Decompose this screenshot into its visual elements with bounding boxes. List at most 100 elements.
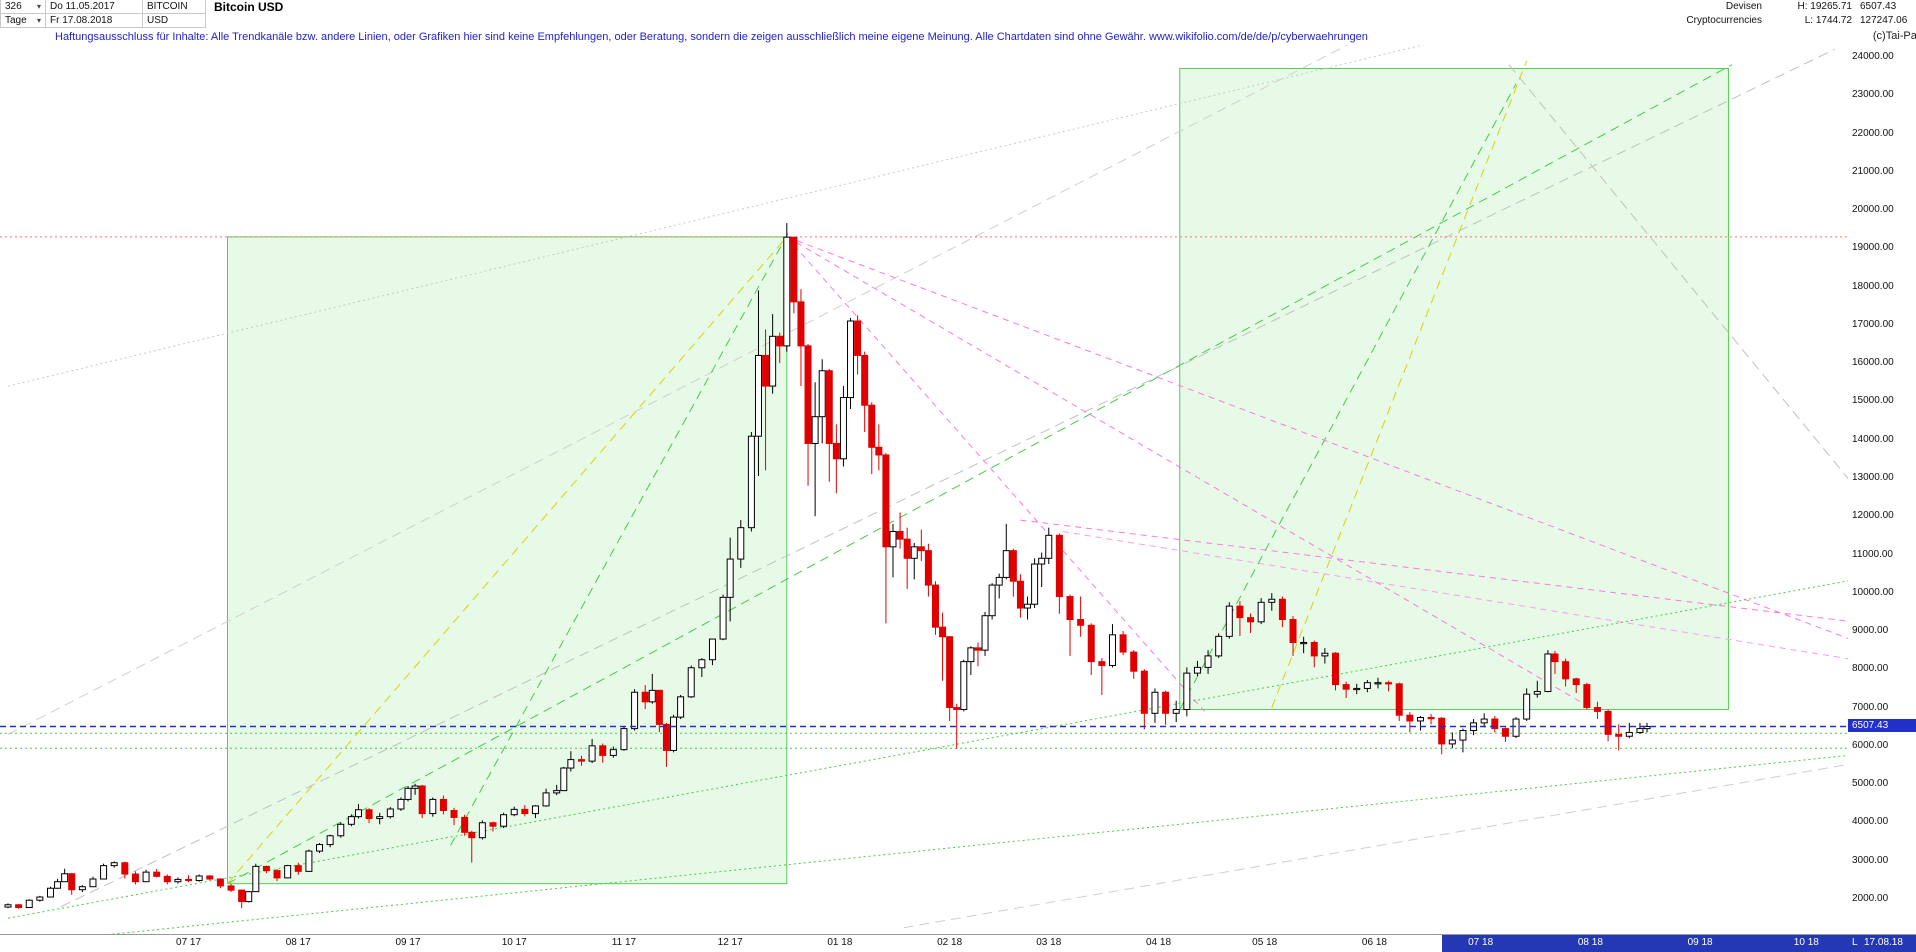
candle-body <box>655 689 663 725</box>
candle-body <box>252 865 260 893</box>
trend-line <box>1508 64 1848 480</box>
volume-value: 127247.06 <box>1860 15 1908 26</box>
candle-body <box>662 723 670 751</box>
page-title: Bitcoin USD <box>214 0 284 14</box>
candle-body <box>1183 672 1191 710</box>
candle-body <box>1151 691 1159 714</box>
candle-body <box>1551 653 1559 663</box>
candle-body <box>4 904 12 908</box>
candle-body <box>1140 670 1148 714</box>
x-tick-label: 05 18 <box>1252 937 1278 948</box>
candle-body <box>1615 733 1623 737</box>
date-from-field[interactable]: Do 11.05.2017 <box>45 0 143 14</box>
candle-body <box>1268 598 1276 603</box>
candle-body <box>967 647 975 663</box>
candle-body <box>78 886 86 891</box>
candle-body <box>411 785 419 789</box>
y-tick-label: 16000.00 <box>1852 357 1894 369</box>
bars-count-dropdown[interactable]: 326 ▾ <box>0 0 46 14</box>
candle-body <box>68 873 76 891</box>
candle-body <box>1016 580 1024 609</box>
candle-body <box>1002 550 1010 578</box>
candle-body <box>1593 707 1601 712</box>
candle-body <box>1257 601 1265 623</box>
candle-body <box>273 870 281 879</box>
candle-body <box>478 822 486 839</box>
toolbar: 326 ▾ Do 11.05.2017 BITCOIN Bitcoin USD … <box>0 0 1916 28</box>
candle-body <box>337 823 345 837</box>
candle-body <box>1225 605 1233 637</box>
candle-body <box>36 896 44 901</box>
candle-body <box>206 875 214 880</box>
candle-body <box>1625 731 1633 737</box>
candle-body <box>521 808 529 815</box>
candle-body <box>110 862 118 867</box>
candle-body <box>1480 718 1488 724</box>
x-tick-label: 11 17 <box>611 937 637 948</box>
candle-body <box>397 798 405 810</box>
candle-body <box>825 370 833 444</box>
candle-body <box>1636 728 1644 733</box>
candle-body <box>1204 655 1212 668</box>
candle-body <box>1374 682 1382 685</box>
candle-body <box>1162 691 1170 714</box>
candle-body <box>500 814 508 827</box>
chevron-down-icon: ▾ <box>36 16 41 25</box>
candle-body <box>1363 682 1371 689</box>
x-tick-label: 03 18 <box>1036 937 1062 948</box>
candle-body <box>1448 739 1456 745</box>
disclaimer-bar: Haftungsausschluss für Inhalte: Alle Tre… <box>0 28 1916 45</box>
candle-body <box>1512 718 1520 737</box>
candle-body <box>1247 617 1255 623</box>
y-tick-label: 11000.00 <box>1852 548 1893 560</box>
candle-body <box>620 728 628 751</box>
candle-body <box>510 808 518 816</box>
trend-line <box>1062 531 1848 660</box>
candle-body <box>227 885 235 891</box>
candle-body <box>1643 725 1651 730</box>
candle-body <box>153 871 161 877</box>
period-dropdown[interactable]: Tage ▾ <box>0 13 46 28</box>
y-tick-label: 21000.00 <box>1852 165 1894 177</box>
candle-body <box>910 546 918 559</box>
candle-body <box>1024 603 1032 609</box>
candle-body <box>489 822 497 827</box>
candle-body <box>365 809 373 820</box>
candle-body <box>25 899 33 908</box>
x-tick-label: 06 18 <box>1361 937 1387 948</box>
candle-body <box>216 878 224 887</box>
y-tick-label: 17000.00 <box>1852 318 1894 330</box>
y-tick-label: 18000.00 <box>1852 280 1894 292</box>
y-tick-label: 7000.00 <box>1852 701 1889 713</box>
candle-body <box>46 887 54 898</box>
candle-body <box>404 787 412 800</box>
y-tick-label: 9000.00 <box>1852 625 1889 637</box>
candle-body <box>238 889 246 903</box>
trend-line <box>1179 83 1517 710</box>
candle-body <box>988 584 996 617</box>
candle-body <box>648 689 656 703</box>
chart-area[interactable]: 24000.00 23000.00 22000.00 21000.00 20000.00… <box>0 45 1916 934</box>
currency-field: USD <box>142 13 206 28</box>
candle-body <box>1523 693 1531 720</box>
candle-body <box>185 878 193 882</box>
candle-body <box>889 531 897 548</box>
candle-body <box>875 446 883 456</box>
candle-body <box>708 638 716 661</box>
candle-body <box>121 862 129 875</box>
candle-body <box>542 792 550 807</box>
candle-body <box>1108 634 1116 666</box>
symbol-field[interactable]: BITCOIN <box>142 0 206 14</box>
trend-line <box>7 45 1349 735</box>
price-chart[interactable] <box>0 45 1848 934</box>
candle-body <box>924 550 932 586</box>
candle-body <box>1278 598 1286 621</box>
candle-body <box>1215 635 1223 657</box>
candle-body <box>316 844 324 852</box>
candle-body <box>1289 619 1297 643</box>
copyright-label: (c)Tai-Pan <box>1867 28 1916 44</box>
date-to-field[interactable]: Fr 17.08.2018 <box>45 13 143 28</box>
candle-body <box>974 647 982 651</box>
toolbar-row-1: 326 ▾ Do 11.05.2017 BITCOIN Bitcoin USD <box>0 0 283 14</box>
candle-body <box>1583 684 1591 709</box>
